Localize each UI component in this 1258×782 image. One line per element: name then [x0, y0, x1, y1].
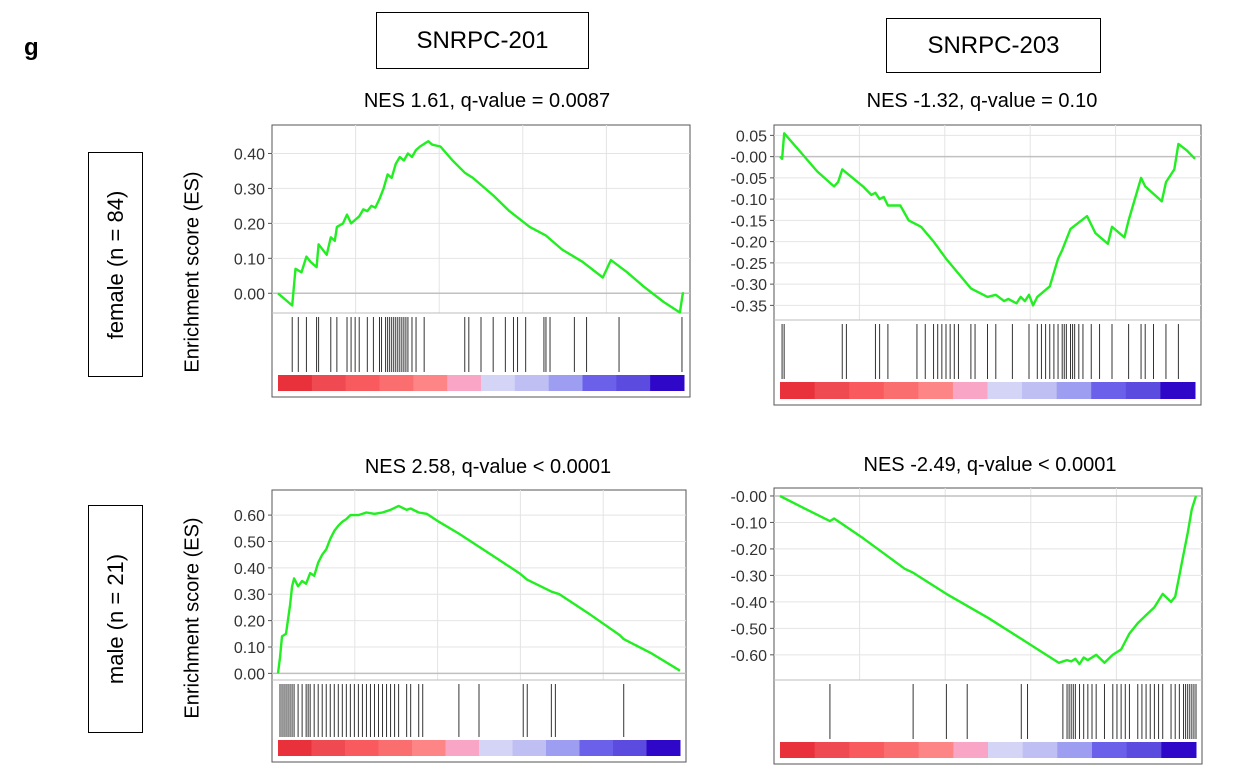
rank-color-segment: [311, 740, 346, 756]
y-tick-label: 0.30: [234, 181, 265, 198]
rank-color-segment: [1022, 742, 1058, 758]
rank-color-segment: [582, 375, 617, 391]
plot-frame: [773, 487, 1203, 765]
y-tick-label: -0.20: [731, 235, 768, 252]
enrichment-score-line: [277, 140, 684, 314]
gsea-plot-male-snrpc-203: -0.00 -0.10 -0.20 -0.30 -0.40 -0.50 -0.60: [731, 487, 1203, 765]
y-tick-label: 0.30: [234, 587, 265, 604]
y-tick-label: 0.20: [234, 614, 265, 631]
rank-color-segment: [849, 382, 885, 399]
enrichment-score-line: [779, 132, 1196, 307]
y-tick-label: 0.00: [234, 666, 265, 683]
rank-color-segment: [512, 740, 547, 756]
rank-color-segment: [413, 375, 448, 391]
rank-color-segment: [412, 740, 446, 756]
y-tick-label: -0.25: [731, 256, 768, 273]
rank-color-segment: [1160, 382, 1196, 399]
rank-color-segment: [548, 375, 583, 391]
enrichment-score-line: [779, 494, 1198, 666]
y-tick-label: -0.40: [731, 595, 768, 612]
gsea-plot-female-snrpc-203: 0.05 -0.00 -0.05 -0.10 -0.15 -0.20 -0.25 -0.30 -…: [731, 124, 1202, 406]
rank-color-segment: [1022, 382, 1058, 399]
y-axis-label-male: Enrichment score (ES): [181, 517, 204, 719]
rank-color-segment: [1126, 742, 1162, 758]
chart-title-male-201: NES 2.58, q-value < 0.0001: [364, 456, 612, 478]
y-tick-label: -0.60: [731, 648, 768, 665]
y-tick-label: -0.35: [731, 298, 768, 315]
rank-color-segment: [479, 740, 513, 756]
y-tick-label: -0.00: [731, 150, 768, 167]
y-tick-label: -0.30: [731, 277, 768, 294]
chart-title-female-201: NES 1.61, q-value = 0.0087: [363, 90, 611, 112]
enrichment-score-line: [276, 504, 681, 674]
rank-color-segment: [780, 742, 816, 758]
y-tick-label: 0.60: [234, 508, 265, 525]
rank-color-segment: [447, 375, 482, 391]
y-tick-label: -0.00: [731, 489, 768, 506]
column-header-snrpc-201: SNRPC-201: [376, 12, 589, 69]
gsea-plot-female-snrpc-201: 0.40 0.30 0.20 0.10 0.00: [234, 124, 691, 398]
row-label-male-text: male (n = 21): [102, 553, 128, 685]
rank-color-segment: [311, 375, 347, 391]
rank-color-segment: [953, 742, 989, 758]
rank-color-segment: [378, 740, 413, 756]
y-tick-label: 0.20: [234, 216, 265, 233]
rank-color-segment: [849, 742, 885, 758]
chart-title-female-203: NES -1.32, q-value = 0.10: [866, 90, 1098, 112]
y-tick-label: -0.15: [731, 213, 768, 230]
y-tick-label: -0.20: [731, 542, 768, 559]
rank-color-segment: [278, 740, 312, 756]
rank-color-segment: [1056, 382, 1092, 399]
y-tick-label: 0.10: [234, 640, 265, 657]
rank-color-segment: [884, 742, 920, 758]
y-tick-label: -0.30: [731, 568, 768, 585]
rank-color-segment: [546, 740, 580, 756]
column-header-snrpc-203: SNRPC-203: [886, 18, 1101, 73]
rank-color-segment: [613, 740, 647, 756]
y-tick-label: 0.40: [234, 146, 265, 163]
y-tick-label: -0.50: [731, 621, 768, 638]
rank-color-segment: [1092, 742, 1128, 758]
rank-color-segment: [988, 742, 1024, 758]
rank-color-segment: [814, 382, 850, 399]
rank-color-segment: [814, 742, 850, 758]
row-label-female: female (n = 84): [88, 152, 143, 377]
y-tick-label: 0.50: [234, 534, 265, 551]
rank-color-segment: [345, 740, 379, 756]
rank-color-segment: [1091, 382, 1127, 399]
rank-color-segment: [1161, 742, 1197, 758]
rank-color-segment: [952, 382, 988, 399]
rank-color-segment: [379, 375, 414, 391]
rank-color-segment: [883, 382, 919, 399]
y-tick-label: 0.10: [234, 251, 265, 268]
y-tick-label: -0.05: [731, 171, 768, 188]
rank-color-segment: [345, 375, 380, 391]
rank-color-segment: [481, 375, 516, 391]
y-tick-label: 0.05: [736, 128, 767, 145]
rank-color-segment: [445, 740, 480, 756]
row-label-female-text: female (n = 84): [102, 190, 128, 339]
row-label-male: male (n = 21): [88, 505, 143, 733]
rank-color-segment: [780, 382, 816, 399]
y-tick-label: -0.10: [731, 192, 768, 209]
rank-color-segment: [918, 742, 954, 758]
rank-color-segment: [918, 382, 954, 399]
panel-letter: g: [24, 34, 39, 61]
rank-color-segment: [650, 375, 685, 391]
rank-color-segment: [514, 375, 550, 391]
rank-color-segment: [987, 382, 1023, 399]
y-tick-label: 0.40: [234, 561, 265, 578]
y-axis-label-female: Enrichment score (ES): [181, 171, 204, 373]
gsea-plot-male-snrpc-201: 0.60 0.50 0.40 0.30 0.20 0.10 0.00: [234, 489, 687, 763]
rank-color-segment: [646, 740, 681, 756]
chart-title-male-203: NES -2.49, q-value < 0.0001: [863, 454, 1117, 476]
y-tick-label: -0.10: [731, 515, 768, 532]
rank-color-segment: [278, 375, 313, 391]
rank-color-segment: [579, 740, 614, 756]
rank-color-segment: [1057, 742, 1093, 758]
rank-color-segment: [1125, 382, 1161, 399]
y-tick-label: 0.00: [234, 286, 265, 303]
rank-color-segment: [616, 375, 651, 391]
